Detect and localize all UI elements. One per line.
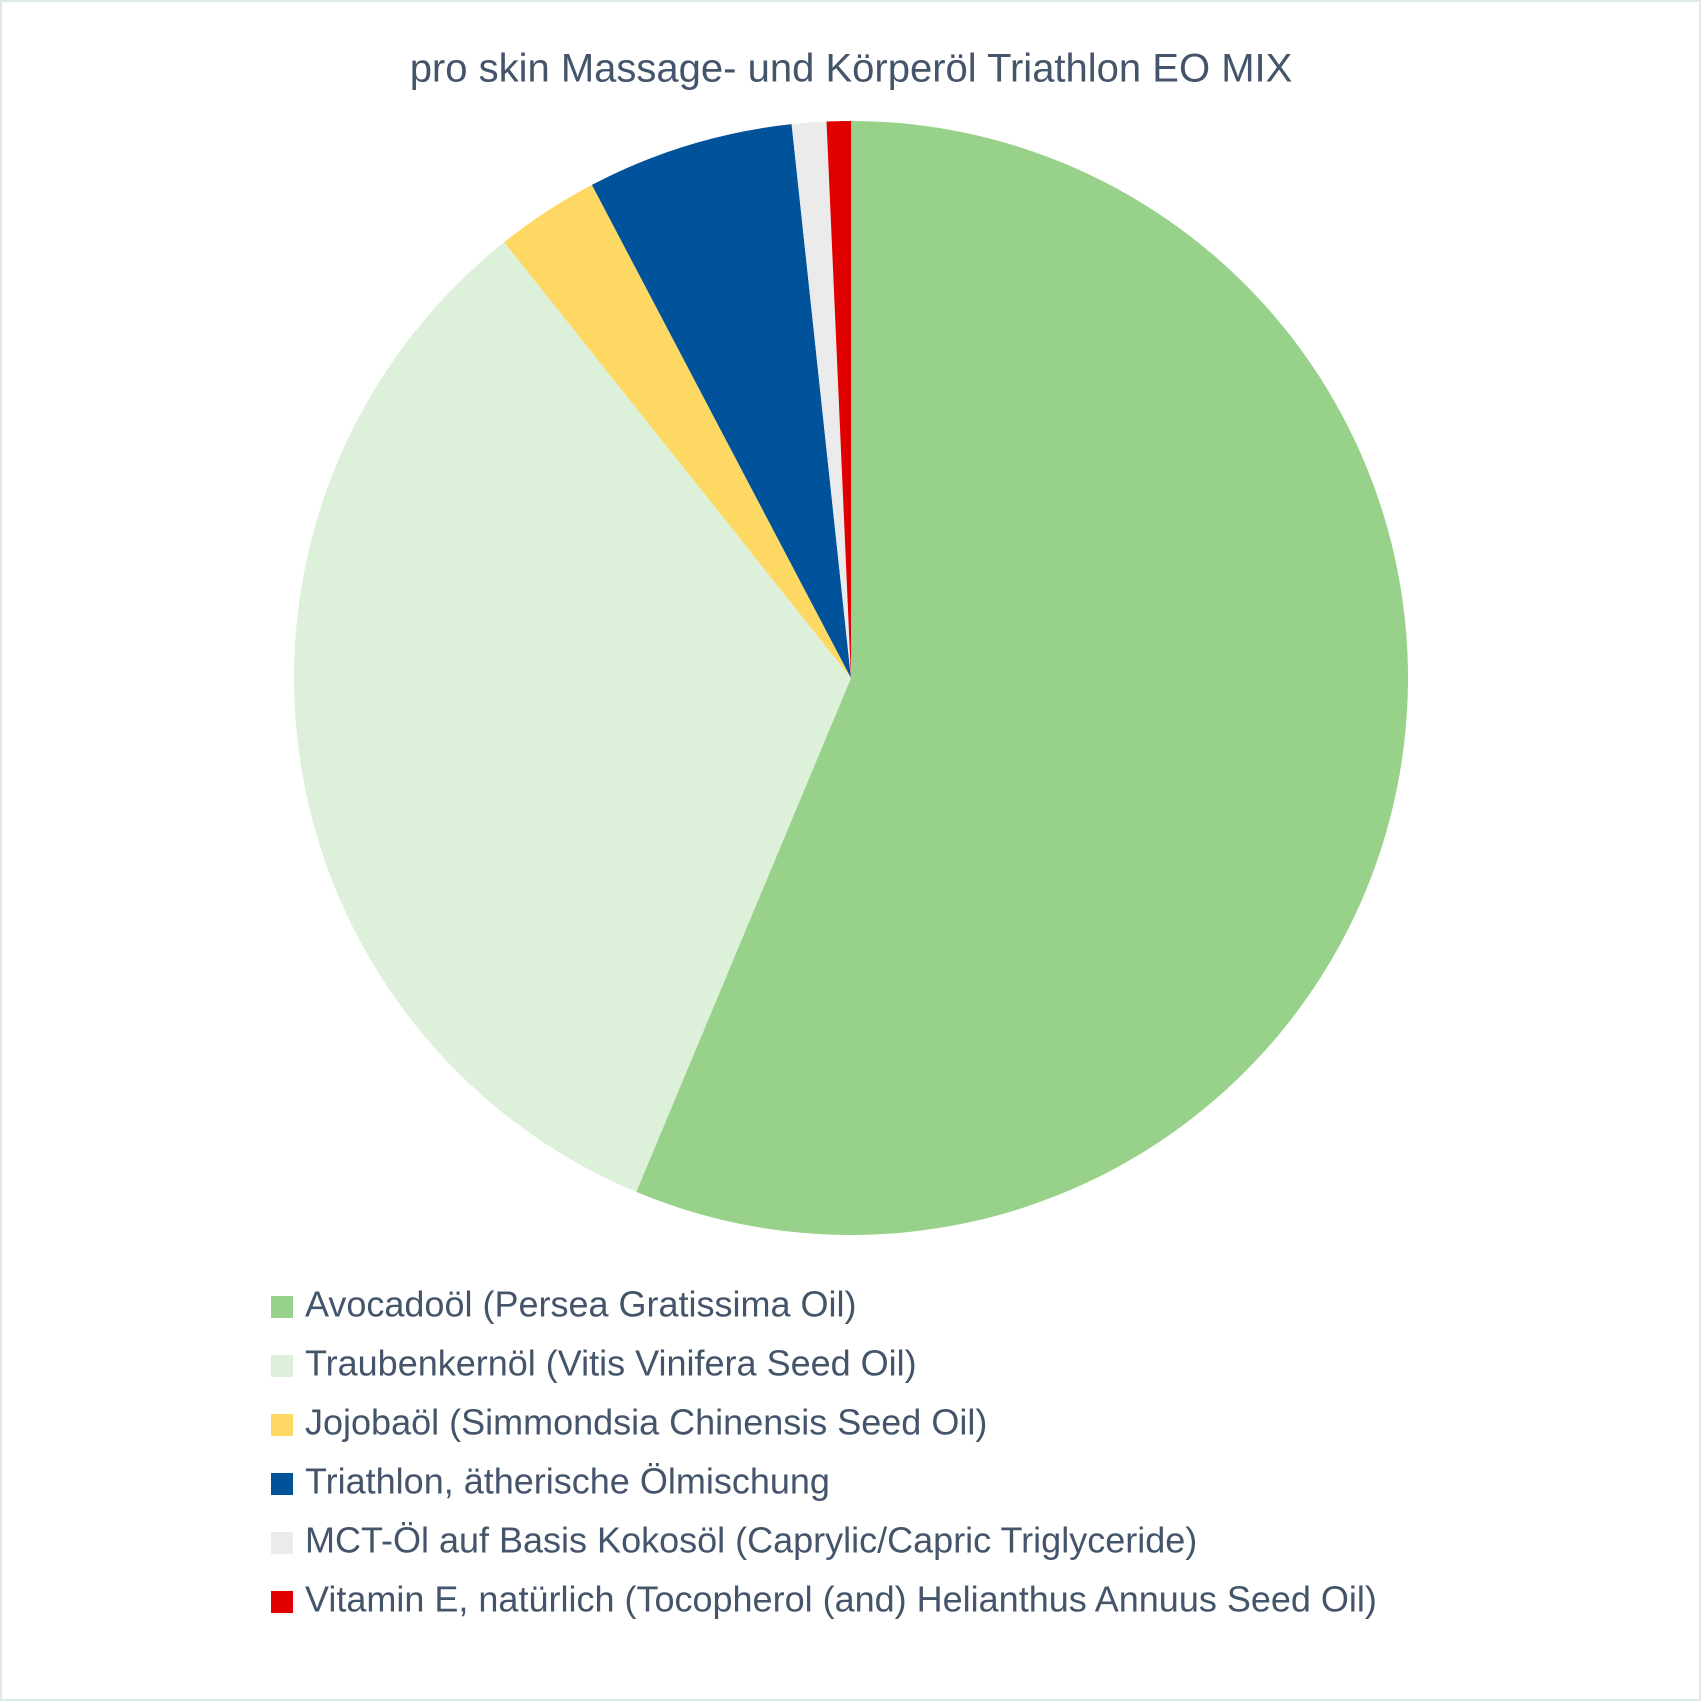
legend-swatch — [271, 1473, 293, 1495]
pie-slice — [791, 121, 851, 679]
legend-label: Vitamin E, natürlich (Tocopherol (and) H… — [305, 1579, 1377, 1620]
pie-slice — [636, 121, 1408, 1235]
legend-swatch — [271, 1296, 293, 1318]
legend-label: Jojobaöl (Simmondsia Chinensis Seed Oil) — [305, 1402, 987, 1443]
legend-label: MCT-Öl auf Basis Kokosöl (Caprylic/Capri… — [305, 1520, 1197, 1561]
legend-swatch — [271, 1414, 293, 1436]
legend-label: Traubenkernöl (Vitis Vinifera Seed Oil) — [305, 1343, 917, 1384]
pie-slice — [293, 242, 852, 1192]
chart-title: pro skin Massage- und Körperöl Triathlon… — [410, 47, 1293, 91]
legend-swatch — [271, 1355, 293, 1377]
legend-swatch — [271, 1532, 293, 1554]
pie-slice — [591, 124, 851, 679]
pie-slice — [826, 121, 851, 678]
legend-label: Avocadoöl (Persea Gratissima Oil) — [305, 1284, 857, 1325]
legend-swatch — [271, 1591, 293, 1613]
legend-label: Triathlon, ätherische Ölmischung — [305, 1461, 830, 1502]
pie-slice — [504, 184, 851, 679]
